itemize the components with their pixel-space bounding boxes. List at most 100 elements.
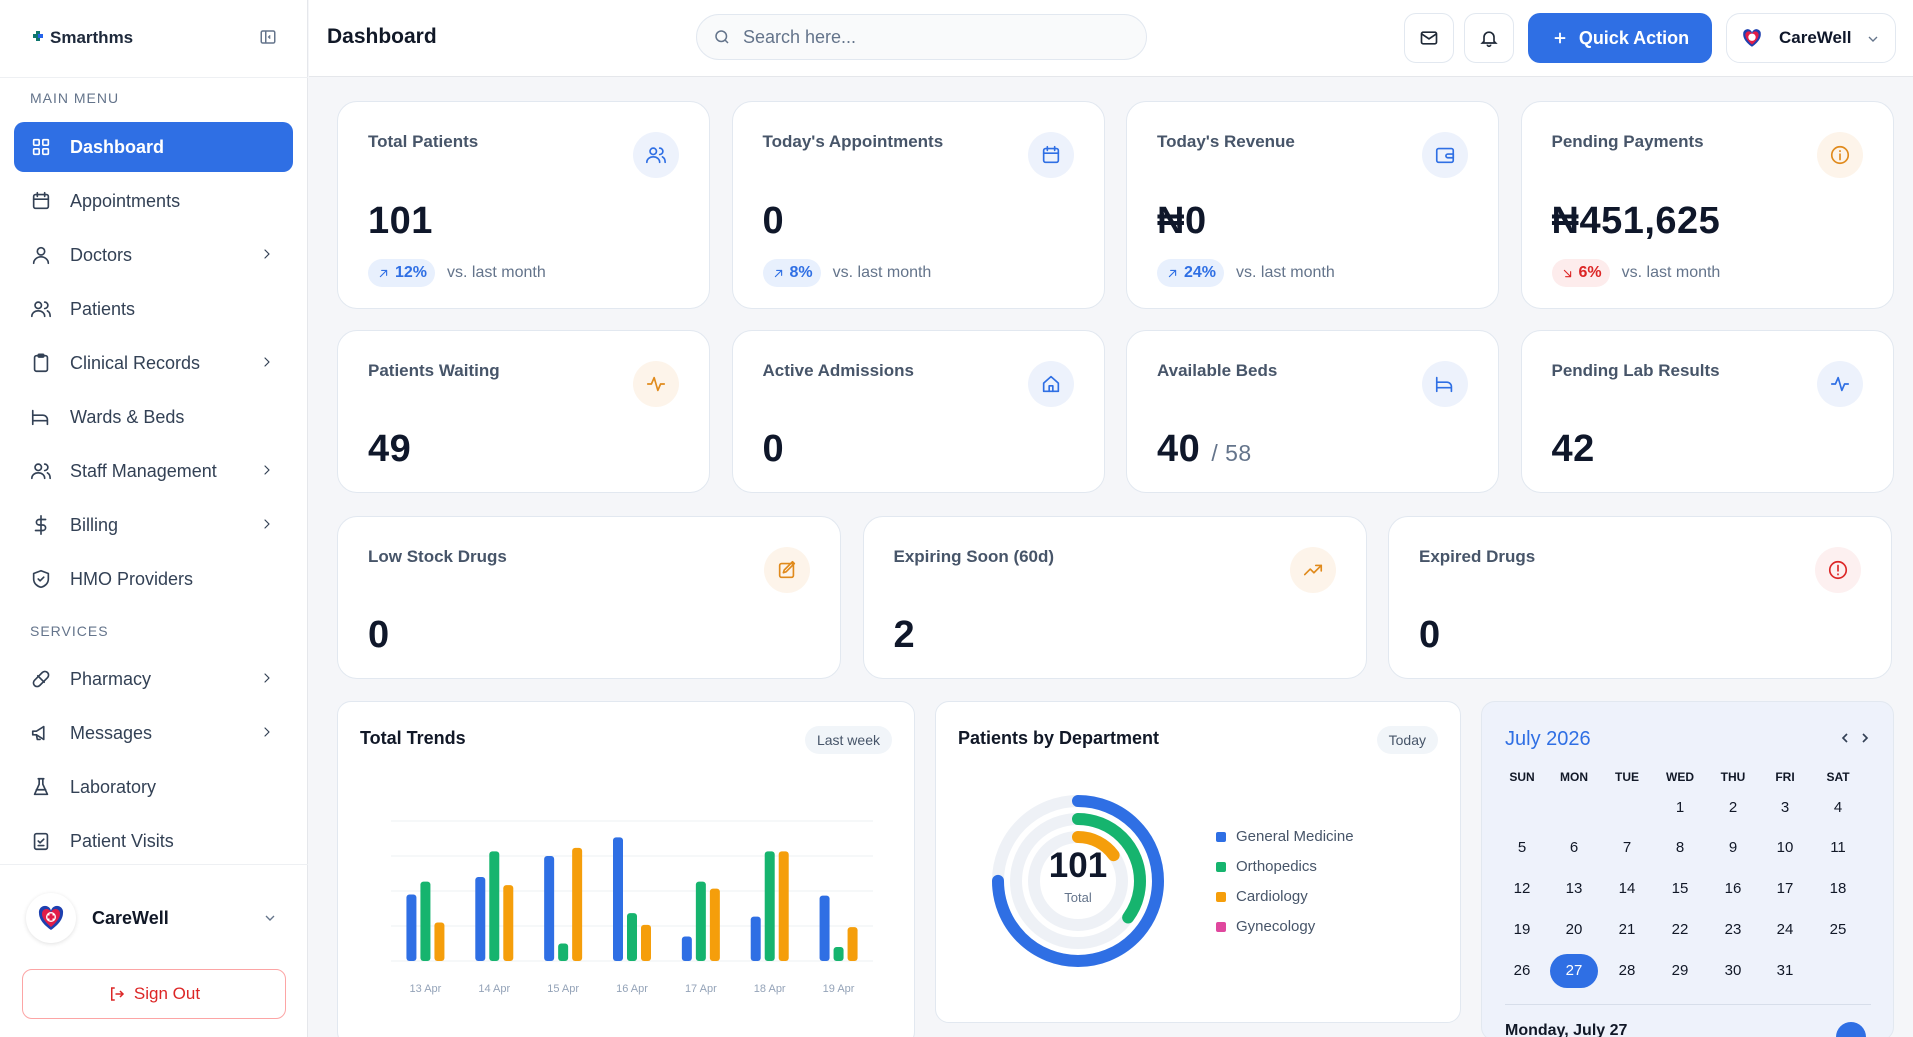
stat-card-low-stock-drugs[interactable]: Low Stock Drugs 0	[337, 516, 841, 679]
bar[interactable]	[558, 943, 569, 962]
calendar-day[interactable]: 18	[1829, 880, 1847, 897]
stat-card-today-s-appointments[interactable]: Today's Appointments 0 8% vs. last month	[731, 101, 1105, 309]
chevron-right-icon	[264, 357, 270, 367]
calendar-day[interactable]: 1	[1675, 799, 1685, 816]
bar[interactable]	[572, 847, 583, 961]
calendar-day[interactable]: 16	[1724, 880, 1742, 897]
bar[interactable]	[406, 894, 417, 962]
calendar-day[interactable]: 28	[1618, 962, 1636, 979]
bar[interactable]	[695, 881, 706, 961]
users-icon	[31, 301, 51, 318]
quick-action-button[interactable]: Quick Action	[1528, 13, 1712, 63]
calendar-day[interactable]: 9	[1728, 839, 1738, 856]
calendar-day[interactable]: 4	[1833, 799, 1843, 816]
period-badge[interactable]: Last week	[804, 726, 892, 754]
bar[interactable]	[613, 837, 623, 961]
calendar-day[interactable]: 23	[1724, 921, 1742, 938]
messages-button[interactable]	[1404, 13, 1454, 63]
stat-card-expiring-soon-60d[interactable]: Expiring Soon (60d) 2	[862, 516, 1367, 679]
stat-card-total-patients[interactable]: Total Patients 101 12% vs. last month	[337, 101, 710, 309]
bar[interactable]	[627, 913, 637, 961]
donut-segment[interactable]	[1028, 831, 1128, 931]
search-box[interactable]	[696, 14, 1147, 60]
calendar-day[interactable]: 11	[1830, 839, 1846, 856]
calendar-day[interactable]: 12	[1513, 880, 1531, 897]
sidebar-item-billing[interactable]: Billing	[14, 500, 293, 550]
stat-card-today-s-revenue[interactable]: Today's Revenue ₦0 24% vs. last month	[1126, 101, 1499, 309]
bar[interactable]	[475, 877, 486, 961]
stat-card-available-beds[interactable]: Available Beds 40 / 58	[1126, 330, 1499, 493]
calendar-day[interactable]: 30	[1724, 962, 1742, 979]
bar[interactable]	[420, 881, 431, 961]
stat-card-patients-waiting[interactable]: Patients Waiting 49	[337, 330, 710, 493]
calendar-day[interactable]: 17	[1776, 880, 1794, 897]
calendar-day[interactable]: 8	[1675, 839, 1685, 856]
calendar-day[interactable]: 29	[1671, 962, 1689, 979]
sidebar-item-staff-management[interactable]: Staff Management	[14, 446, 293, 496]
donut-segment[interactable]	[1010, 813, 1146, 949]
notifications-button[interactable]	[1464, 13, 1514, 63]
stat-card-expired-drugs[interactable]: Expired Drugs 0	[1388, 516, 1892, 679]
bar[interactable]	[819, 895, 830, 961]
org-switcher[interactable]: CareWell	[1726, 13, 1896, 63]
calendar-day[interactable]: 22	[1671, 921, 1689, 938]
sidebar-toggle-icon[interactable]	[259, 28, 277, 46]
period-badge[interactable]: Today	[1376, 726, 1438, 754]
calendar-day[interactable]: 27	[1550, 954, 1598, 988]
sidebar-item-clinical-records[interactable]: Clinical Records	[14, 338, 293, 388]
bar[interactable]	[641, 924, 651, 961]
sidebar-item-laboratory[interactable]: Laboratory	[14, 762, 293, 812]
sidebar-item-messages[interactable]: Messages	[14, 708, 293, 758]
calendar-day[interactable]: 19	[1513, 921, 1531, 938]
bar[interactable]	[764, 851, 775, 961]
sidebar-item-dashboard[interactable]: Dashboard	[14, 122, 293, 172]
calendar-day[interactable]: 31	[1776, 962, 1794, 979]
calendar-day[interactable]: 2	[1728, 799, 1738, 816]
calendar-day[interactable]: 13	[1565, 880, 1583, 897]
bar[interactable]	[709, 888, 720, 961]
sidebar-item-patients[interactable]: Patients	[14, 284, 293, 334]
bar[interactable]	[489, 851, 500, 961]
calendar-day[interactable]: 5	[1517, 839, 1527, 856]
bar[interactable]	[778, 851, 789, 961]
calendar-day[interactable]: 20	[1565, 921, 1583, 938]
users-icon	[31, 463, 51, 480]
bar[interactable]	[544, 856, 555, 961]
main-menu-label: MAIN MENU	[30, 90, 120, 106]
calendar-day[interactable]: 15	[1671, 880, 1689, 897]
trend-value: 12%	[395, 264, 428, 281]
calendar-day[interactable]: 14	[1618, 880, 1636, 897]
stat-card-pending-payments[interactable]: Pending Payments ₦451,625 6% vs. last month	[1520, 101, 1894, 309]
chevron-left-icon[interactable]	[1837, 730, 1853, 746]
stat-card-active-admissions[interactable]: Active Admissions 0	[731, 330, 1105, 493]
bar[interactable]	[750, 916, 761, 961]
bar[interactable]	[434, 922, 445, 962]
calendar-day[interactable]: 3	[1780, 799, 1790, 816]
search-input[interactable]	[743, 26, 1123, 48]
donut-segment[interactable]	[992, 795, 1164, 967]
sidebar-item-patient-visits[interactable]: Patient Visits	[14, 816, 293, 866]
sidebar-item-wards-beds[interactable]: Wards & Beds	[14, 392, 293, 442]
bar[interactable]	[847, 927, 858, 961]
sidebar-item-appointments[interactable]: Appointments	[14, 176, 293, 226]
calendar-day[interactable]: 7	[1622, 839, 1632, 856]
calendar-divider	[1505, 1004, 1871, 1005]
add-event-button[interactable]	[1836, 1022, 1866, 1037]
calendar-day[interactable]: 6	[1569, 839, 1579, 856]
calendar-day[interactable]: 21	[1618, 921, 1636, 938]
sidebar-item-pharmacy[interactable]: Pharmacy	[14, 654, 293, 704]
sidebar-item-doctors[interactable]: Doctors	[14, 230, 293, 280]
sidebar-item-hmo-providers[interactable]: HMO Providers	[14, 554, 293, 604]
stat-card-pending-lab-results[interactable]: Pending Lab Results 42	[1520, 330, 1894, 493]
calendar-day[interactable]: 10	[1776, 839, 1794, 856]
calendar-day[interactable]: 25	[1829, 921, 1847, 938]
brand[interactable]: Smarthms	[30, 26, 133, 50]
sign-out-button[interactable]: Sign Out	[22, 969, 286, 1019]
calendar-day[interactable]: 24	[1776, 921, 1794, 938]
bar[interactable]	[503, 885, 514, 961]
bar[interactable]	[681, 936, 692, 962]
chevron-right-icon[interactable]	[1857, 730, 1873, 746]
user-menu[interactable]: CareWell	[26, 891, 286, 945]
bar[interactable]	[833, 947, 844, 961]
calendar-day[interactable]: 26	[1513, 962, 1531, 979]
